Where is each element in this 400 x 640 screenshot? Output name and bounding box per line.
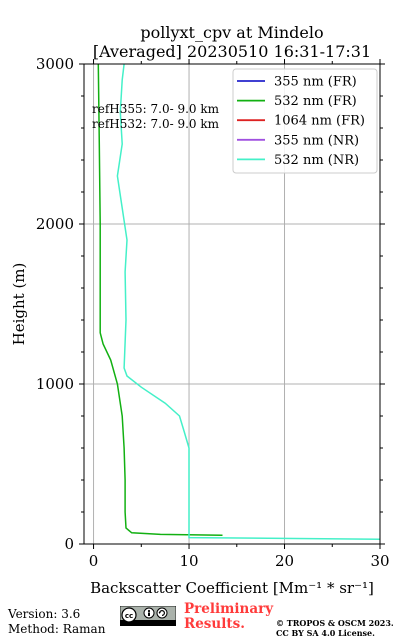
axis-ticks — [79, 59, 385, 549]
copyright-line-1: © TROPOS & OSCM 2023. — [276, 618, 394, 628]
cc-by-sa-badge: cc — [120, 606, 176, 626]
cc-icon — [121, 607, 137, 623]
svg-text:cc: cc — [125, 612, 133, 620]
preliminary-line-1: Preliminary — [184, 601, 274, 617]
y-axis-label: Height (m) — [10, 263, 28, 346]
series-line-1 — [97, 64, 223, 536]
footer-version-block: Version: 3.6 Method: Raman — [8, 607, 105, 637]
legend: 355 nm (FR) 532 nm (FR) 1064 nm (FR) 355 nm… — [232, 68, 378, 174]
ref-height-355-annotation: refH355: 7.0- 9.0 km — [92, 102, 220, 116]
x-tick-label: 0 — [89, 552, 99, 570]
preliminary-line-2: Results. — [184, 616, 245, 632]
copyright-line-2: CC BY SA 4.0 License. — [276, 627, 375, 638]
ref-height-532-annotation: refH532: 7.0- 9.0 km — [92, 117, 220, 131]
y-tick-label: 3000 — [36, 55, 74, 73]
plot-frame — [83, 63, 381, 545]
chart-title-line-1: pollyxt_cpv at Mindelo — [140, 23, 323, 42]
legend-label-4: 532 nm (NR) — [274, 153, 359, 168]
x-axis-label: Backscatter Coefficient [Mm⁻¹ * sr⁻¹] — [90, 579, 374, 597]
version-text: Version: 3.6 — [8, 607, 81, 621]
chart-title-line-2: [Averaged] 20230510 16:31-17:31 — [93, 42, 371, 61]
x-tick-label: 10 — [179, 552, 198, 570]
y-tick-label: 2000 — [36, 215, 74, 233]
series-line-4 — [116, 64, 380, 540]
y-tick-label: 0 — [64, 535, 74, 553]
tick-labels: 0 10 20 30 0 1000 2000 3000 — [36, 55, 390, 570]
legend-label-1: 532 nm (FR) — [274, 94, 357, 109]
legend-label-0: 355 nm (FR) — [274, 75, 357, 90]
legend-label-3: 355 nm (NR) — [274, 133, 359, 148]
y-tick-label: 1000 — [36, 375, 74, 393]
method-text: Method: Raman — [8, 622, 106, 636]
sa-icon — [156, 607, 168, 619]
legend-label-2: 1064 nm (FR) — [274, 114, 365, 129]
x-tick-label: 20 — [275, 552, 294, 570]
legend-box — [232, 68, 378, 174]
data-series — [97, 64, 380, 540]
copyright-notice: © TROPOS & OSCM 2023. CC BY SA 4.0 Licen… — [276, 618, 394, 638]
preliminary-results-notice: Preliminary Results. — [184, 602, 273, 632]
x-tick-label: 30 — [370, 552, 389, 570]
